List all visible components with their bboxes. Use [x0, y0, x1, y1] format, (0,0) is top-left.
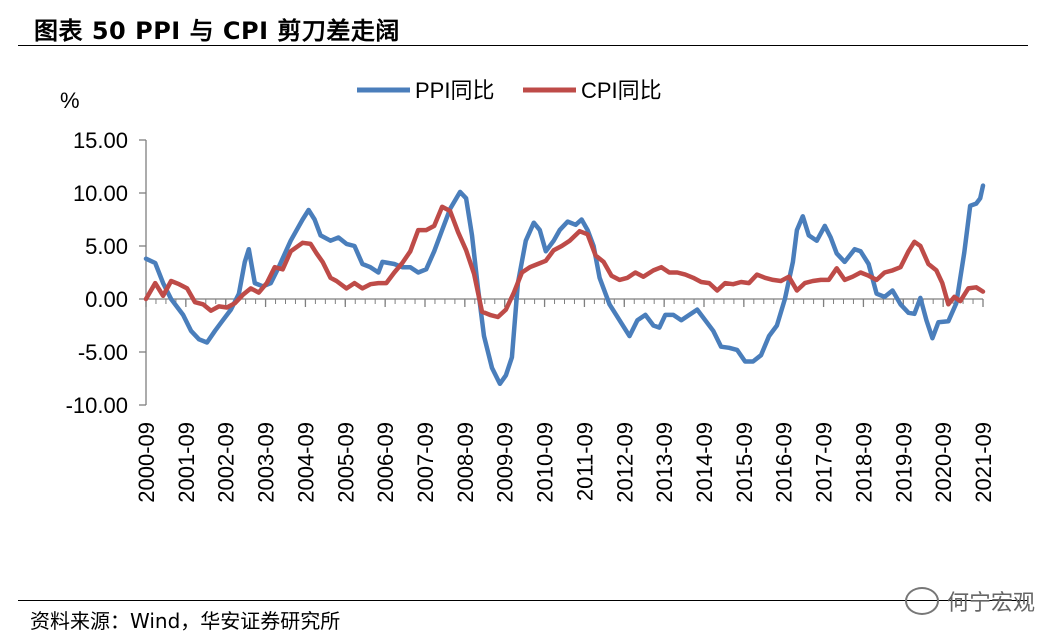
x-tick-label: 2021-09: [971, 422, 996, 503]
watermark: 何宁宏观: [905, 585, 1035, 617]
y-tick-label: -10.00: [66, 393, 128, 418]
y-tick-label: 15.00: [73, 128, 128, 153]
line-chart: PPI同比 CPI同比 % 15.00 10.00 5.00 0.00 -5.00 -10…: [60, 78, 996, 503]
x-tick-label: 2009-09: [493, 422, 518, 503]
legend-cpi-label: CPI同比: [581, 78, 662, 103]
y-axis-unit: %: [60, 88, 80, 113]
x-tick-label: 2015-09: [732, 422, 757, 503]
figure-title: 图表 50 PPI 与 CPI 剪刀差走阔: [34, 17, 400, 45]
y-tick-label: 10.00: [73, 181, 128, 206]
y-axis: 15.00 10.00 5.00 0.00 -5.00 -10.00: [66, 128, 147, 418]
y-tick-label: 0.00: [85, 287, 128, 312]
x-tick-label: 2008-09: [453, 422, 478, 503]
source-note: 资料来源：Wind，华安证券研究所: [30, 609, 341, 633]
x-tick-label: 2002-09: [214, 422, 239, 503]
x-tick-label: 2012-09: [612, 422, 637, 503]
x-tick-label: 2011-09: [572, 422, 597, 501]
y-tick-label: 5.00: [85, 234, 128, 259]
wechat-icon: [905, 587, 939, 615]
x-tick-label: 2001-09: [174, 422, 199, 503]
title-divider: [18, 45, 1028, 46]
x-tick-label: 2014-09: [692, 422, 717, 503]
x-tick-label: 2017-09: [812, 422, 837, 503]
source-divider: [18, 600, 1028, 601]
x-tick-label: 2006-09: [373, 422, 398, 503]
x-tick-label: 2000-09: [134, 422, 159, 503]
x-tick-label: 2018-09: [851, 422, 876, 503]
x-axis: 2000-09 2001-09 2002-09 2003-09 2004-09 2005-…: [134, 298, 996, 503]
x-tick-label: 2016-09: [772, 422, 797, 503]
legend-ppi-label: PPI同比: [415, 78, 494, 103]
x-tick-label: 2003-09: [254, 422, 279, 503]
x-tick-label: 2004-09: [293, 422, 318, 503]
ppi-series-line: [143, 183, 986, 387]
x-tick-label: 2013-09: [652, 422, 677, 503]
x-tick-label: 2019-09: [891, 422, 916, 503]
x-tick-label: 2005-09: [333, 422, 358, 503]
y-tick-label: -5.00: [78, 340, 128, 365]
watermark-text: 何宁宏观: [947, 591, 1036, 616]
series-group: [143, 183, 986, 387]
cpi-series-line: [143, 204, 986, 320]
x-tick-label: 2010-09: [533, 422, 558, 503]
x-tick-label: 2020-09: [931, 422, 956, 503]
x-tick-label: 2007-09: [413, 422, 438, 503]
chart-legend: PPI同比 CPI同比: [357, 78, 662, 103]
